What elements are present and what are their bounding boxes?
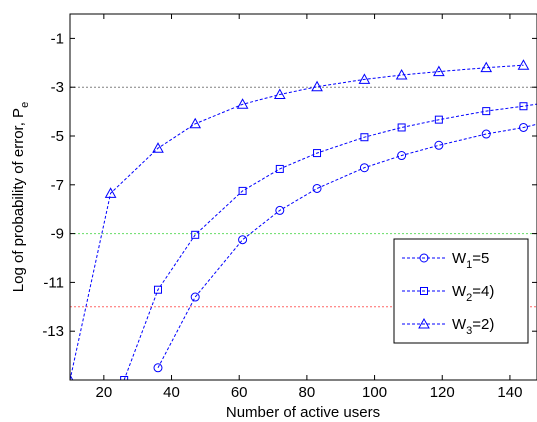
- legend-label: W2=4): [452, 283, 494, 304]
- legend-box: [393, 238, 529, 344]
- x-axis-label: Number of active users: [226, 404, 380, 421]
- x-tick-label: 100: [362, 384, 387, 401]
- series-3-point: [273, 88, 286, 100]
- x-ticks: 20 40 60 80 100 120 140: [95, 14, 522, 401]
- y-axis-label: Log of probability of error, Pe: [10, 102, 31, 292]
- y-tick-label: -11: [43, 274, 64, 291]
- legend: W1=5W2=4)W3=2): [393, 238, 529, 344]
- series-1-point: [153, 363, 163, 373]
- plot-frame: [69, 13, 537, 381]
- legend-marker: [420, 287, 428, 295]
- series-3-line: [70, 64, 524, 380]
- series-1: [153, 122, 537, 373]
- y-tick-label: -7: [51, 177, 64, 194]
- legend-entry-3: W3=2): [402, 316, 494, 337]
- series-2-point: [397, 123, 406, 132]
- legend-entry-2: W2=4): [402, 283, 494, 304]
- y-ticks: -1 -3 -5 -7 -9 -11 -13: [42, 30, 537, 340]
- series-2-point: [191, 230, 200, 239]
- series-1-point: [481, 129, 491, 139]
- series-2-point: [482, 107, 491, 116]
- y-axis-label-main: Log of probability of error, P: [10, 108, 27, 292]
- series-2-point: [120, 376, 129, 380]
- series-2-point: [275, 164, 284, 173]
- series-2-point: [238, 186, 247, 195]
- legend-label: W1=5: [452, 250, 489, 271]
- series-1-point: [359, 163, 369, 173]
- legend-label-main: W: [452, 250, 467, 267]
- y-tick-label: -13: [42, 323, 64, 340]
- legend-label-main: W: [452, 283, 467, 300]
- x-tick-label: 20: [95, 384, 112, 401]
- series-1-point: [238, 235, 248, 245]
- x-tick-label: 140: [497, 384, 522, 401]
- legend-label-main: W: [452, 316, 467, 333]
- x-tick-label: 40: [163, 384, 180, 401]
- series-1-point: [275, 205, 285, 215]
- series-3-point: [236, 98, 249, 109]
- series-2-point: [313, 149, 322, 158]
- legend-label-rest: =2): [472, 316, 494, 333]
- series-1-point: [518, 122, 528, 132]
- y-tick-label: -9: [51, 226, 64, 243]
- series-3-point: [152, 142, 164, 153]
- legend-label-sub: 1: [466, 259, 472, 271]
- series-1-line: [157, 123, 537, 369]
- legend-entry-1: W1=5: [402, 250, 489, 271]
- y-axis-label-sub: e: [19, 102, 31, 108]
- x-tick-label: 120: [430, 384, 455, 401]
- series-2-point: [360, 133, 369, 142]
- series-1-point: [397, 151, 407, 161]
- x-tick-label: 60: [231, 384, 248, 401]
- series-1-point: [434, 140, 444, 150]
- series-2-line: [123, 103, 537, 380]
- series-2-point: [434, 115, 443, 124]
- series-3-point: [480, 61, 493, 73]
- series-1-point: [312, 183, 322, 193]
- series-3-point: [358, 73, 371, 84]
- series-2-point: [519, 102, 528, 111]
- y-tick-label: -1: [51, 30, 64, 47]
- series-3-point: [104, 187, 117, 198]
- series-3-point: [517, 59, 530, 70]
- legend-label-rest: =4): [472, 283, 494, 300]
- legend-label-sub: 3: [466, 325, 472, 337]
- series-1-point: [190, 292, 200, 302]
- series-2: [120, 102, 537, 380]
- legend-label-rest: =5: [472, 250, 489, 267]
- y-tick-label: -3: [51, 79, 64, 96]
- series-layer: [70, 59, 537, 380]
- series-3-point: [395, 68, 408, 80]
- legend-marker: [418, 317, 430, 329]
- series-3-point: [189, 117, 202, 129]
- series-3-point: [433, 65, 445, 77]
- y-tick-label: -5: [51, 128, 64, 145]
- legend-label-sub: 2: [466, 292, 472, 304]
- legend-label: W3=2): [452, 316, 494, 337]
- x-tick-label: 80: [299, 384, 316, 401]
- legend-marker: [419, 253, 429, 263]
- series-2-point: [153, 285, 162, 294]
- series-3-point: [311, 80, 323, 92]
